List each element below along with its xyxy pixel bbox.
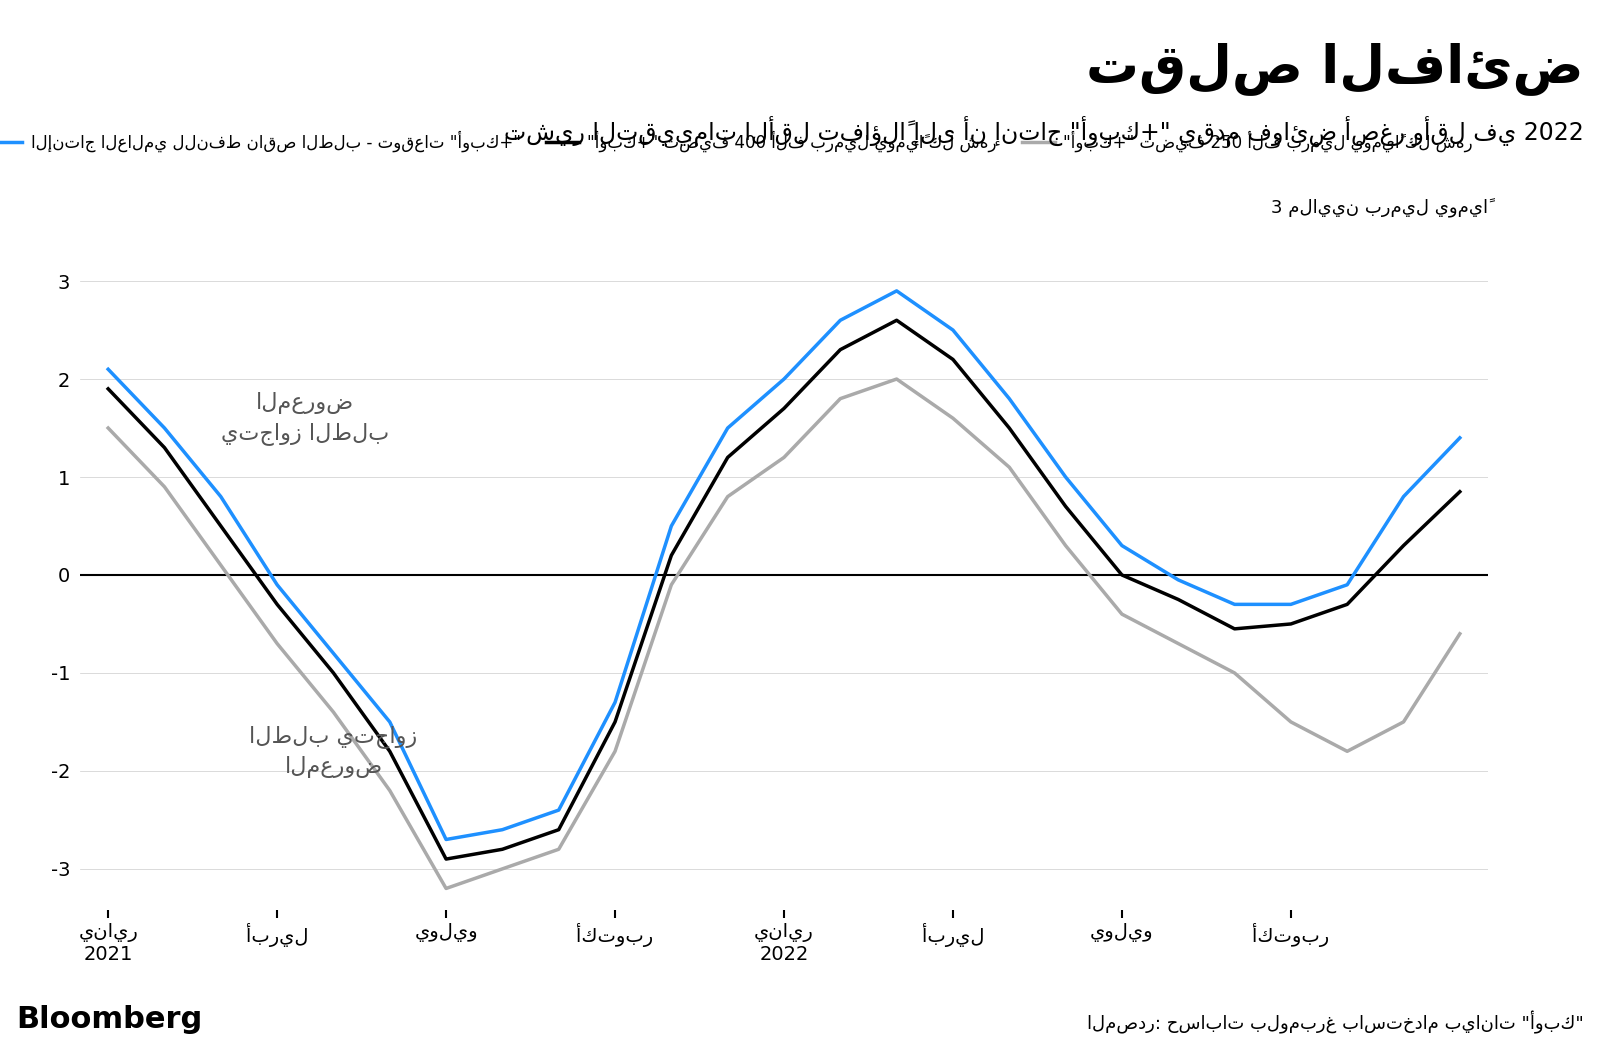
Text: تشير التقييمات الأقل تفاؤلاً إلى أن إنتاج "أوبك+" يقدم فوائض أصغر وأقل في 2022: تشير التقييمات الأقل تفاؤلاً إلى أن إنتا…	[504, 116, 1584, 147]
Text: 3 ملايين برميل يومياً: 3 ملايين برميل يومياً	[1270, 199, 1488, 218]
Text: تقلص الفائض: تقلص الفائض	[1086, 42, 1584, 95]
Legend: الإنتاج العالمي للنفط ناقص الطلب - توقعات "أوبك+", "أوبك+" تضيف 400 ألف برميل يو: الإنتاج العالمي للنفط ناقص الطلب - توقعا…	[0, 123, 1480, 158]
Text: الطلب يتجاوز
المعروض: الطلب يتجاوز المعروض	[250, 725, 418, 778]
Text: المعروض
يتجاوز الطلب: المعروض يتجاوز الطلب	[221, 391, 389, 445]
Text: Bloomberg: Bloomberg	[16, 1005, 202, 1034]
Text: المصدر: حسابات بلومبرغ باستخدام بيانات "أوبك": المصدر: حسابات بلومبرغ باستخدام بيانات "…	[1088, 1011, 1584, 1034]
